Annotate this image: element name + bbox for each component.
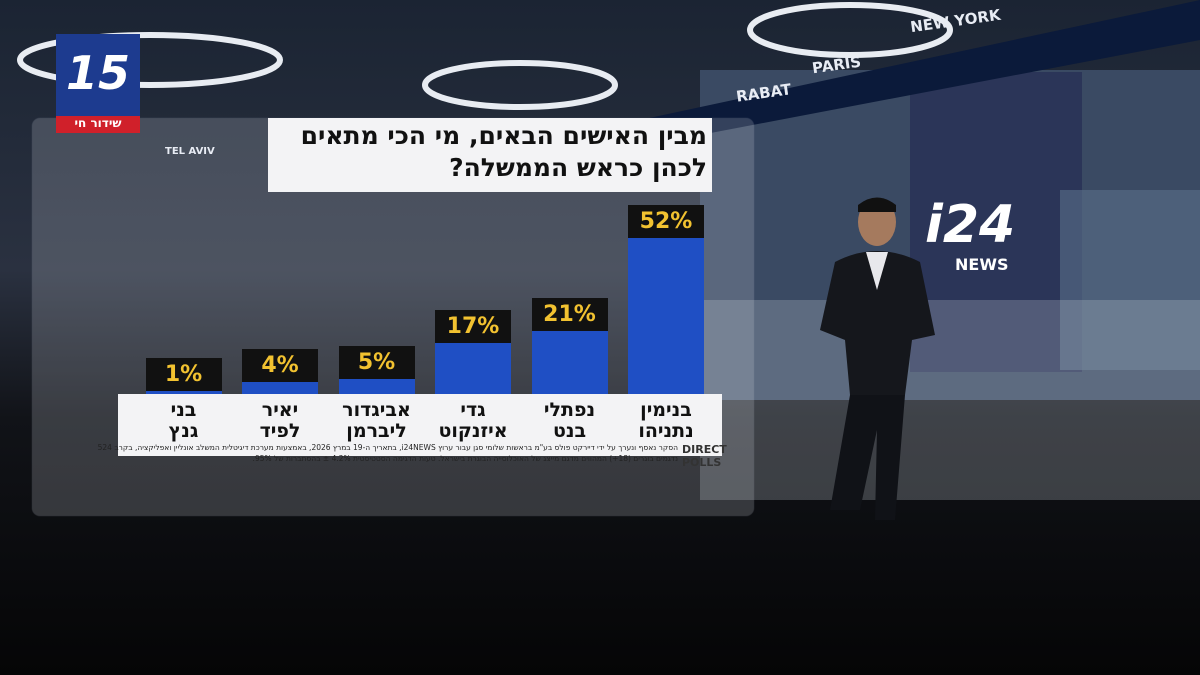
category-label: אביגדור ליברמן <box>342 399 411 442</box>
presenter-jacket <box>820 251 935 395</box>
ceiling-light <box>747 2 953 58</box>
network-logo-sub: NEWS <box>955 255 1009 274</box>
footnote: הסקר נאסף ונערך על ידי דיירקט פולס בע"מ … <box>97 443 678 463</box>
category-label: נפתלי בנט <box>543 399 596 442</box>
category-label: יאיר לפיד <box>259 399 301 442</box>
chart-title: מבין האישים הבאים, מי הכי מתאים לכהן כרא… <box>300 121 707 182</box>
value-label: 4% <box>242 349 318 382</box>
bar <box>531 331 608 394</box>
bar <box>242 382 318 394</box>
city-ticker <box>640 0 1200 135</box>
value-label: 1% <box>145 358 222 391</box>
source-logo: DIRECT POLLS <box>682 443 727 469</box>
value-label: 52% <box>628 205 704 238</box>
logo-panel <box>910 72 1082 372</box>
bar <box>628 238 704 394</box>
newsroom-window <box>1060 190 1200 370</box>
channel-logo-box <box>56 34 140 116</box>
category-label: גדי איזנקוט <box>438 399 508 442</box>
city-label: RABAT <box>735 80 793 106</box>
presenter-trousers <box>830 395 905 520</box>
live-label: שידור חי <box>74 116 122 130</box>
category-strip <box>118 394 722 456</box>
bar <box>338 379 415 394</box>
city-label: NEW YORK <box>909 5 1002 37</box>
title-box <box>268 118 712 192</box>
category-label: בני גנץ <box>168 399 199 442</box>
network-logo: i24 <box>925 195 1016 255</box>
floor-glow <box>700 300 1200 500</box>
bar <box>145 391 222 394</box>
channel-logo: 15 <box>65 46 130 100</box>
bar <box>435 343 511 394</box>
presenter-hair <box>858 197 896 212</box>
presenter <box>820 197 935 520</box>
ceiling-light <box>17 32 283 88</box>
ceiling-light <box>422 60 618 110</box>
value-label: 17% <box>435 310 511 343</box>
presenter-shirt <box>866 252 888 290</box>
category-label: בנימין נתניהו <box>638 399 694 442</box>
live-badge <box>56 116 140 133</box>
value-label: 21% <box>531 298 608 331</box>
value-label: 5% <box>338 346 415 379</box>
city-label: TEL AVIV <box>165 146 215 157</box>
city-label: PARIS <box>810 52 863 78</box>
